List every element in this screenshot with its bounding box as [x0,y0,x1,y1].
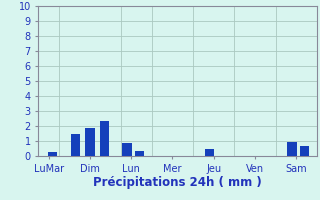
Bar [71,134,80,156]
X-axis label: Précipitations 24h ( mm ): Précipitations 24h ( mm ) [93,176,262,189]
Bar [85,128,95,156]
Bar [300,146,309,156]
Bar [205,149,214,156]
Bar [123,143,132,156]
Bar [287,142,297,156]
Bar [48,152,58,156]
Bar [100,121,109,156]
Bar [135,151,144,156]
